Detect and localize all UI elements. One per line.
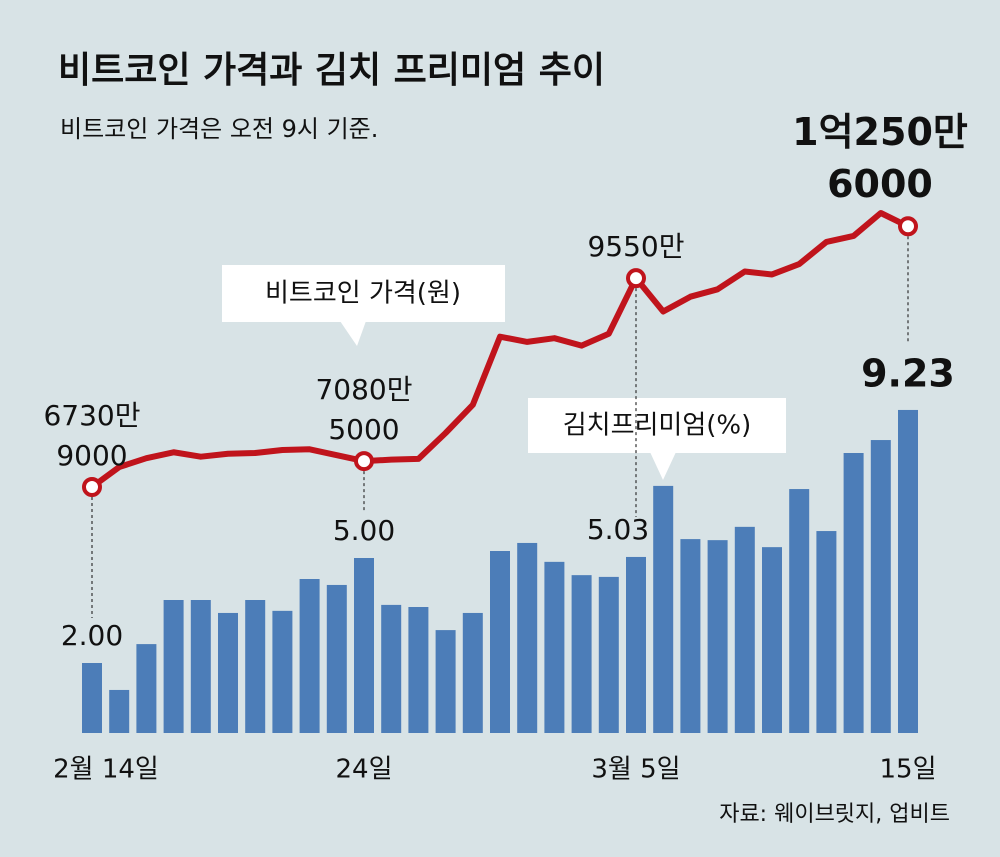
bar-value-label: 9.23: [861, 351, 955, 395]
bar: [408, 607, 429, 733]
legend-label: 비트코인 가격(원): [265, 279, 461, 309]
bar: [598, 576, 619, 733]
bar: [707, 540, 728, 733]
bar: [762, 547, 782, 733]
bar: [517, 542, 538, 733]
bar: [354, 558, 374, 733]
bar: [490, 551, 510, 733]
x-tick-label: 24일: [335, 755, 392, 785]
price-value-label: 7080만: [315, 373, 412, 406]
price-point: [354, 451, 374, 472]
callout-box: [222, 265, 505, 322]
bar: [626, 556, 646, 733]
bar: [326, 584, 347, 733]
bar: [136, 644, 157, 733]
bar: [381, 604, 402, 733]
legend-label: 김치프리미엄(%): [563, 411, 752, 441]
bar: [163, 600, 184, 733]
callout-box: [528, 398, 786, 453]
source: 자료: 웨이브릿지, 업비트: [719, 802, 950, 827]
price-line: [90, 210, 910, 490]
x-tick-label: 15일: [879, 755, 936, 785]
bar: [544, 561, 565, 733]
bar: [190, 600, 211, 733]
bar: [82, 663, 102, 733]
bar: [816, 531, 837, 733]
x-tick-label: 3월 5일: [591, 755, 680, 785]
bar-value-label: 5.03: [587, 513, 649, 546]
legend-premium: 김치프리미엄(%): [528, 398, 786, 480]
bar: [218, 612, 238, 733]
price-value-label: 9000: [56, 439, 127, 472]
price-value-label: 5000: [328, 413, 399, 446]
bar-value-label: 5.00: [333, 514, 395, 547]
bar: [571, 575, 592, 733]
x-tick-label: 2월 14일: [53, 755, 159, 785]
price-value-label: 1억250만: [792, 110, 968, 154]
callout-pointer: [650, 452, 676, 480]
bar: [653, 485, 674, 733]
bar: [299, 579, 320, 733]
bar: [462, 612, 483, 733]
price-value-label: 6730만: [43, 399, 140, 432]
price-value-label: 9550만: [587, 230, 684, 263]
bar: [245, 600, 266, 733]
bar: [435, 630, 456, 733]
bar: [789, 489, 810, 733]
bar: [898, 409, 918, 733]
price-value-label: 6000: [827, 162, 933, 206]
bar: [680, 539, 701, 733]
bar: [843, 453, 864, 733]
bar: [734, 526, 755, 733]
bar: [870, 440, 891, 733]
bar: [109, 689, 130, 733]
price-point: [898, 216, 918, 237]
legend-price: 비트코인 가격(원): [222, 265, 505, 346]
bar-value-label: 2.00: [61, 619, 123, 652]
bar: [272, 610, 293, 733]
price-point: [626, 268, 646, 289]
price-point: [82, 477, 102, 498]
callout-pointer: [340, 321, 366, 346]
chart-subtitle: 비트코인 가격은 오전 9시 기준.: [60, 115, 378, 143]
chart-title: 비트코인 가격과 김치 프리미엄 추이: [58, 50, 605, 91]
